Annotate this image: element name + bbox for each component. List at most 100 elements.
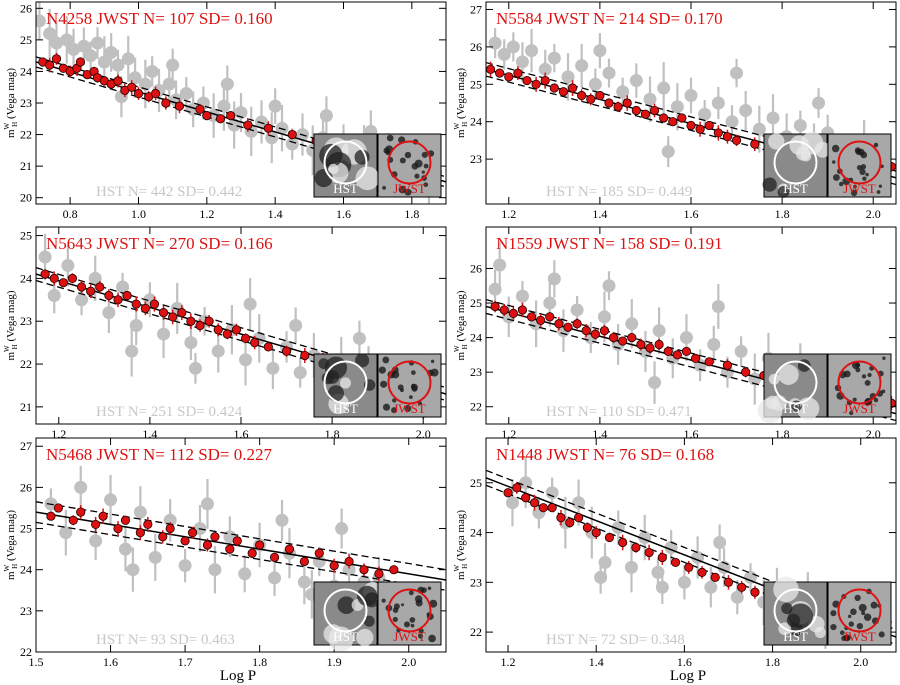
inset-blob [800, 151, 812, 162]
inset-blob [830, 610, 837, 617]
hst-point [704, 580, 718, 594]
x-tick-label: 1.8 [765, 655, 780, 669]
y-axis-label-sup: W [3, 564, 11, 571]
inset-aperture-circle [323, 588, 368, 633]
jwst-point [604, 532, 615, 543]
inset-blob [414, 595, 423, 603]
x-tick-label: 2.0 [401, 655, 416, 669]
jwst-point [545, 312, 555, 322]
jwst-point [247, 548, 257, 558]
inset-blob [858, 603, 867, 612]
jwst-point [536, 315, 546, 325]
y-tick-label: 23 [470, 575, 482, 589]
jwst-point [202, 111, 212, 121]
hst-point [593, 44, 607, 58]
jwst-point [113, 295, 123, 305]
hst-point [60, 33, 74, 47]
y-tick-label: 23 [470, 365, 482, 379]
y-tick-label: 20 [20, 191, 32, 205]
hst-point [515, 289, 529, 303]
y-tick-label: 25 [20, 522, 32, 536]
jwst-point [53, 503, 63, 513]
inset-aperture-circle [387, 140, 432, 185]
inset-blob [852, 397, 857, 402]
inset-blob [392, 616, 398, 623]
inset-blob [849, 410, 854, 416]
inset-blob [788, 603, 814, 629]
x-tick-label: 0.8 [63, 207, 78, 221]
hst-point [766, 111, 780, 125]
jwst-point [329, 560, 339, 571]
hst-point [275, 513, 289, 527]
inset-blob [423, 182, 429, 188]
jwst-point [631, 542, 641, 553]
jwst-inset: JWST [827, 353, 892, 418]
inset-label: HST [783, 181, 808, 196]
hst-point [266, 361, 280, 375]
jwst-point [495, 68, 505, 78]
jwst-point [150, 88, 161, 99]
hst-point [730, 66, 744, 80]
inset-blob [864, 380, 871, 386]
inset-blob [861, 611, 866, 616]
inset-blob [414, 173, 420, 179]
y-axis-label-units: (Vega mag) [455, 290, 467, 344]
jwst-point [713, 128, 723, 138]
panel-n1559: 1.2 1.4 1.6 1.8 2.0 22 23 24 25 26 mWH (Vega mag) N… [453, 226, 897, 441]
jwst-point [654, 339, 664, 350]
hst-point [116, 280, 130, 294]
jwst-point [521, 493, 531, 503]
jwst-point [690, 353, 701, 363]
panel-title: N1448 JWST N= 76 SD= 0.168 [496, 445, 714, 464]
jwst-point [490, 301, 500, 312]
hst-point [594, 570, 608, 584]
inset-aperture-circle [837, 140, 882, 185]
y-axis-label-m: m [5, 571, 17, 580]
inset-blob [863, 613, 872, 621]
inset-label: JWST [843, 401, 876, 416]
jwst-point [210, 532, 220, 542]
hst-point [125, 344, 139, 358]
jwst-point [531, 79, 541, 89]
hst-inset: HST [757, 353, 828, 423]
jwst-point [255, 540, 265, 550]
hst-point [111, 58, 125, 72]
inset-blob [850, 189, 858, 197]
inset-blob [865, 172, 869, 177]
inset-blob [421, 151, 428, 158]
hst-point [657, 81, 671, 95]
jwst-point [122, 290, 132, 301]
jwst-point [672, 350, 682, 360]
jwst-point [723, 577, 734, 587]
inset-blob [327, 385, 345, 402]
jwst-point [722, 360, 733, 370]
x-tick-label: 1.6 [103, 655, 118, 669]
jwst-point [627, 332, 637, 343]
inset-blob [873, 397, 879, 403]
jwst-point [573, 513, 584, 523]
hst-point [707, 338, 721, 352]
hst-point [538, 62, 552, 76]
x-tick-label: 1.2 [51, 427, 66, 441]
inset-blob [382, 185, 387, 190]
inset-blob [382, 356, 390, 364]
jwst-point [263, 123, 273, 133]
hst-point [43, 27, 57, 41]
y-tick-label: 21 [20, 159, 32, 173]
hst-point [352, 331, 366, 345]
jwst-point [40, 269, 50, 279]
jwst-point [131, 299, 141, 309]
hst-inset: HST [313, 353, 378, 418]
x-tick-label: 1.6 [684, 207, 699, 221]
inset-blob [876, 190, 881, 194]
hst-point [67, 42, 81, 56]
hst-point [629, 74, 643, 88]
jwst-point [547, 503, 557, 513]
inset-blob [860, 151, 868, 159]
jwst-point [250, 338, 260, 348]
y-axis-label-m: m [455, 571, 467, 580]
jwst-point [46, 511, 56, 521]
y-tick-label: 25 [470, 476, 482, 490]
